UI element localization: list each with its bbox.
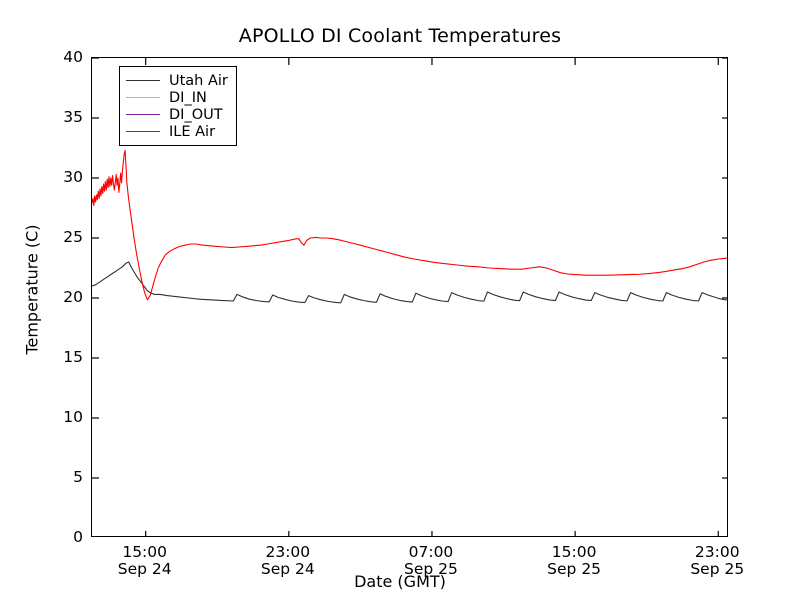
x-tick-label: 23:00 Sep 24 xyxy=(228,544,348,578)
y-tick-label: 0 xyxy=(73,528,83,546)
y-tick-label: 20 xyxy=(63,288,83,306)
y-axis-label: Temperature (C) xyxy=(22,224,42,355)
x-tick-date: Sep 24 xyxy=(117,560,172,578)
x-tick-label: 07:00 Sep 25 xyxy=(371,544,491,578)
x-tick-date: Sep 25 xyxy=(404,560,458,578)
x-tick-date: Sep 25 xyxy=(690,560,745,578)
legend-item[interactable]: DI_OUT xyxy=(126,106,228,123)
x-tick-time: 23:00 xyxy=(694,543,740,561)
y-tick-label: 10 xyxy=(63,408,83,426)
x-tick-time: 07:00 xyxy=(408,543,454,561)
x-tick-label: 23:00 Sep 25 xyxy=(657,544,777,578)
x-tick-date: Sep 25 xyxy=(547,560,602,578)
legend-label: Utah Air xyxy=(169,72,228,89)
x-tick-label: 15:00 Sep 25 xyxy=(514,544,634,578)
chart-title: APOLLO DI Coolant Temperatures xyxy=(238,25,562,47)
legend-color-swatch xyxy=(126,114,160,115)
y-tick-label: 40 xyxy=(63,48,83,66)
x-axis-label: Date (GMT) xyxy=(354,572,446,591)
y-tick-label: 5 xyxy=(73,468,83,486)
legend-color-swatch xyxy=(126,80,160,81)
legend-color-swatch xyxy=(126,131,160,132)
series-line xyxy=(92,262,728,303)
y-tick-label: 30 xyxy=(63,168,83,186)
x-tick-time: 15:00 xyxy=(122,543,167,561)
x-tick-label: 15:00 Sep 24 xyxy=(85,544,205,578)
legend-item[interactable]: DI_IN xyxy=(126,89,228,106)
legend-label: DI_OUT xyxy=(169,106,223,123)
legend-label: DI_IN xyxy=(169,89,207,106)
x-tick-date: Sep 24 xyxy=(260,560,315,578)
legend-item[interactable]: ILE Air xyxy=(126,123,228,140)
y-tick-label: 25 xyxy=(63,228,83,246)
series-line xyxy=(92,150,728,299)
y-tick-label: 35 xyxy=(63,108,83,126)
legend-color-swatch xyxy=(126,97,160,98)
legend-box[interactable]: Utah Air DI_IN DI_OUT ILE Air xyxy=(119,66,237,146)
x-tick-time: 23:00 xyxy=(265,543,311,561)
data-lines xyxy=(92,58,728,536)
legend-item[interactable]: Utah Air xyxy=(126,72,228,89)
legend-label: ILE Air xyxy=(169,123,216,140)
x-tick-time: 15:00 xyxy=(551,543,597,561)
y-tick-label: 15 xyxy=(63,348,83,366)
